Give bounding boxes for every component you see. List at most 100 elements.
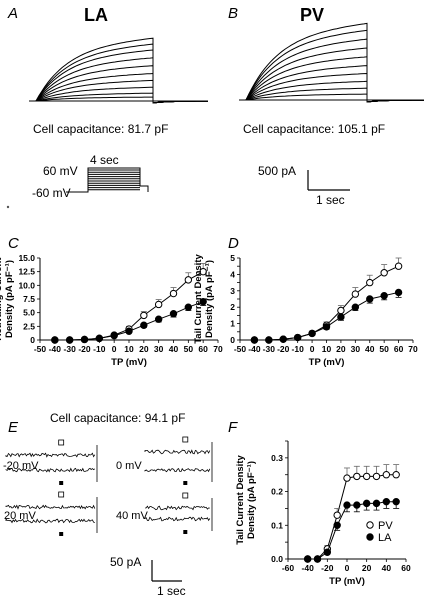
xtick-label-C-12: 70 <box>213 344 223 354</box>
PV-trace-3 <box>243 72 424 103</box>
xtick-label-D-8: 30 <box>351 344 361 354</box>
xtick-label-D-12: 70 <box>408 344 418 354</box>
PV-trace-2 <box>243 80 424 103</box>
tail-current-traces-E <box>5 436 213 536</box>
point-D-0-10 <box>394 262 403 270</box>
voltage-label-20: 20 mV <box>4 510 36 522</box>
panel-letter-D: D <box>228 235 239 252</box>
trace-E-20-top <box>5 504 96 510</box>
xtick-label-C-11: 60 <box>198 344 208 354</box>
xtick-label-C-4: -10 <box>93 344 106 354</box>
chart-D: 0 1 2 3 4 5 -50 -40 -30 -20 -10 0 10 20 30 40 50 60 70 TP (… <box>193 253 418 368</box>
point-D-1-4 <box>308 329 316 338</box>
point-C-1-10 <box>199 298 207 306</box>
point-C-1-3 <box>95 334 104 343</box>
legend-label-F-1: LA <box>378 532 392 544</box>
xtick-label-D-11: 60 <box>394 344 404 354</box>
scale-bar-B <box>307 170 350 191</box>
xtick-label-C-6: 10 <box>124 344 134 354</box>
point-C-1-9 <box>184 303 193 311</box>
trace-E-40-bottom <box>144 516 211 522</box>
point-F-1-6 <box>362 499 371 508</box>
xtick-label-D-3: -20 <box>277 344 290 354</box>
xtick-label-F-1: -40 <box>302 563 315 573</box>
trace-E-20-bottom <box>5 518 95 524</box>
point-F-1-3 <box>333 521 341 529</box>
xlabel-D: TP (mV) <box>309 357 345 368</box>
protocol-duration-label: 4 sec <box>90 153 119 167</box>
ylabel-D-line1: Tail Current Density <box>193 254 204 344</box>
trace-E-0-bottom <box>144 467 211 473</box>
point-C-0-9 <box>184 276 193 284</box>
caption-B: Cell capacitance: 105.1 pF <box>243 122 386 136</box>
marker-filled-square-E-0 <box>183 481 188 485</box>
ytick-label-C-5: 12.5 <box>18 267 35 277</box>
point-F-0-4 <box>343 474 351 482</box>
point-D-1-2 <box>279 335 287 343</box>
point-D-1-7 <box>351 303 360 311</box>
point-C-0-6 <box>140 311 148 320</box>
point-D-1-5 <box>322 323 331 331</box>
point-F-0-9 <box>392 471 400 479</box>
point-F-1-1 <box>313 555 322 563</box>
point-D-1-1 <box>265 336 273 344</box>
point-C-1-8 <box>169 310 178 318</box>
point-D-1-8 <box>366 295 374 303</box>
xtick-label-D-5: 0 <box>310 344 315 354</box>
xtick-label-F-5: 40 <box>382 563 392 573</box>
point-D-1-9 <box>380 292 388 300</box>
ytick-label-C-1: 2.5 <box>23 321 35 331</box>
point-C-0-10 <box>199 267 207 276</box>
current-traces-LA <box>29 37 208 104</box>
xtick-label-C-8: 30 <box>154 344 164 354</box>
point-F-1-4 <box>343 501 351 509</box>
point-C-0-8 <box>169 289 178 298</box>
chart-C: 0 2.5 5.0 7.5 10.0 12.5 15.0 -50 -40 -30 -20 -10 0 10… <box>0 253 223 368</box>
point-C-1-7 <box>154 315 163 323</box>
marker-open-square-E-20 <box>58 491 65 498</box>
trace-E-0-top <box>144 449 211 455</box>
point-F-1-8 <box>382 497 391 506</box>
marker-filled-square-E-m20 <box>59 481 64 485</box>
scale-time-label-B: 1 sec <box>316 193 345 207</box>
LA-trace-0 <box>33 96 208 104</box>
xtick-label-C-2: -30 <box>64 344 77 354</box>
scale-current-label-E: 50 pA <box>110 555 142 569</box>
point-C-1-0 <box>51 336 59 344</box>
ylabel-C-line2: Density (pA pF⁻¹) <box>4 260 15 338</box>
panel-letter-A: A <box>8 5 19 22</box>
point-F-1-9 <box>392 497 400 506</box>
legend-label-F-0: PV <box>378 520 393 532</box>
xtick-label-C-1: -40 <box>49 344 62 354</box>
ytick-label-D-2: 1 <box>230 319 235 329</box>
point-D-1-3 <box>293 333 302 342</box>
xtick-label-D-1: -40 <box>248 344 261 354</box>
panel-letter-E: E <box>8 419 19 436</box>
ylabel-F-line2: Density (pA pF⁻¹) <box>246 461 257 539</box>
legend-marker-F-1 <box>366 533 374 541</box>
trace-E-40-top <box>144 505 210 511</box>
xtick-label-D-2: -30 <box>263 344 276 354</box>
ytick-label-D-0: 0 <box>230 335 235 345</box>
ytick-label-D-6: 3 <box>230 286 235 296</box>
xtick-label-F-3: 0 <box>345 563 350 573</box>
point-C-1-1 <box>65 336 74 344</box>
trace-E-m20-bottom <box>5 467 96 473</box>
voltage-protocol-diagram <box>66 167 149 193</box>
ytick-label-C-6: 15.0 <box>18 253 35 263</box>
ylabel-F-line1: Tail Current Density <box>235 455 246 545</box>
ytick-label-F-2: 0.1 <box>271 520 283 530</box>
scale-current-label-B: 500 pA <box>258 164 297 178</box>
protocol-hold-label: -60 mV <box>32 186 71 200</box>
ylabel-D-line2: Density (pA pF⁻¹) <box>204 260 215 338</box>
xtick-label-D-0: -50 <box>234 344 247 354</box>
ytick-label-C-3: 7.5 <box>23 294 35 304</box>
xtick-label-C-0: -50 <box>34 344 47 354</box>
ytick-label-F-6: 0.3 <box>271 453 283 463</box>
point-F-0-3 <box>333 511 341 519</box>
xtick-label-D-9: 40 <box>365 344 375 354</box>
xtick-label-C-5: 0 <box>112 344 117 354</box>
voltage-label-0: 0 mV <box>116 460 142 472</box>
